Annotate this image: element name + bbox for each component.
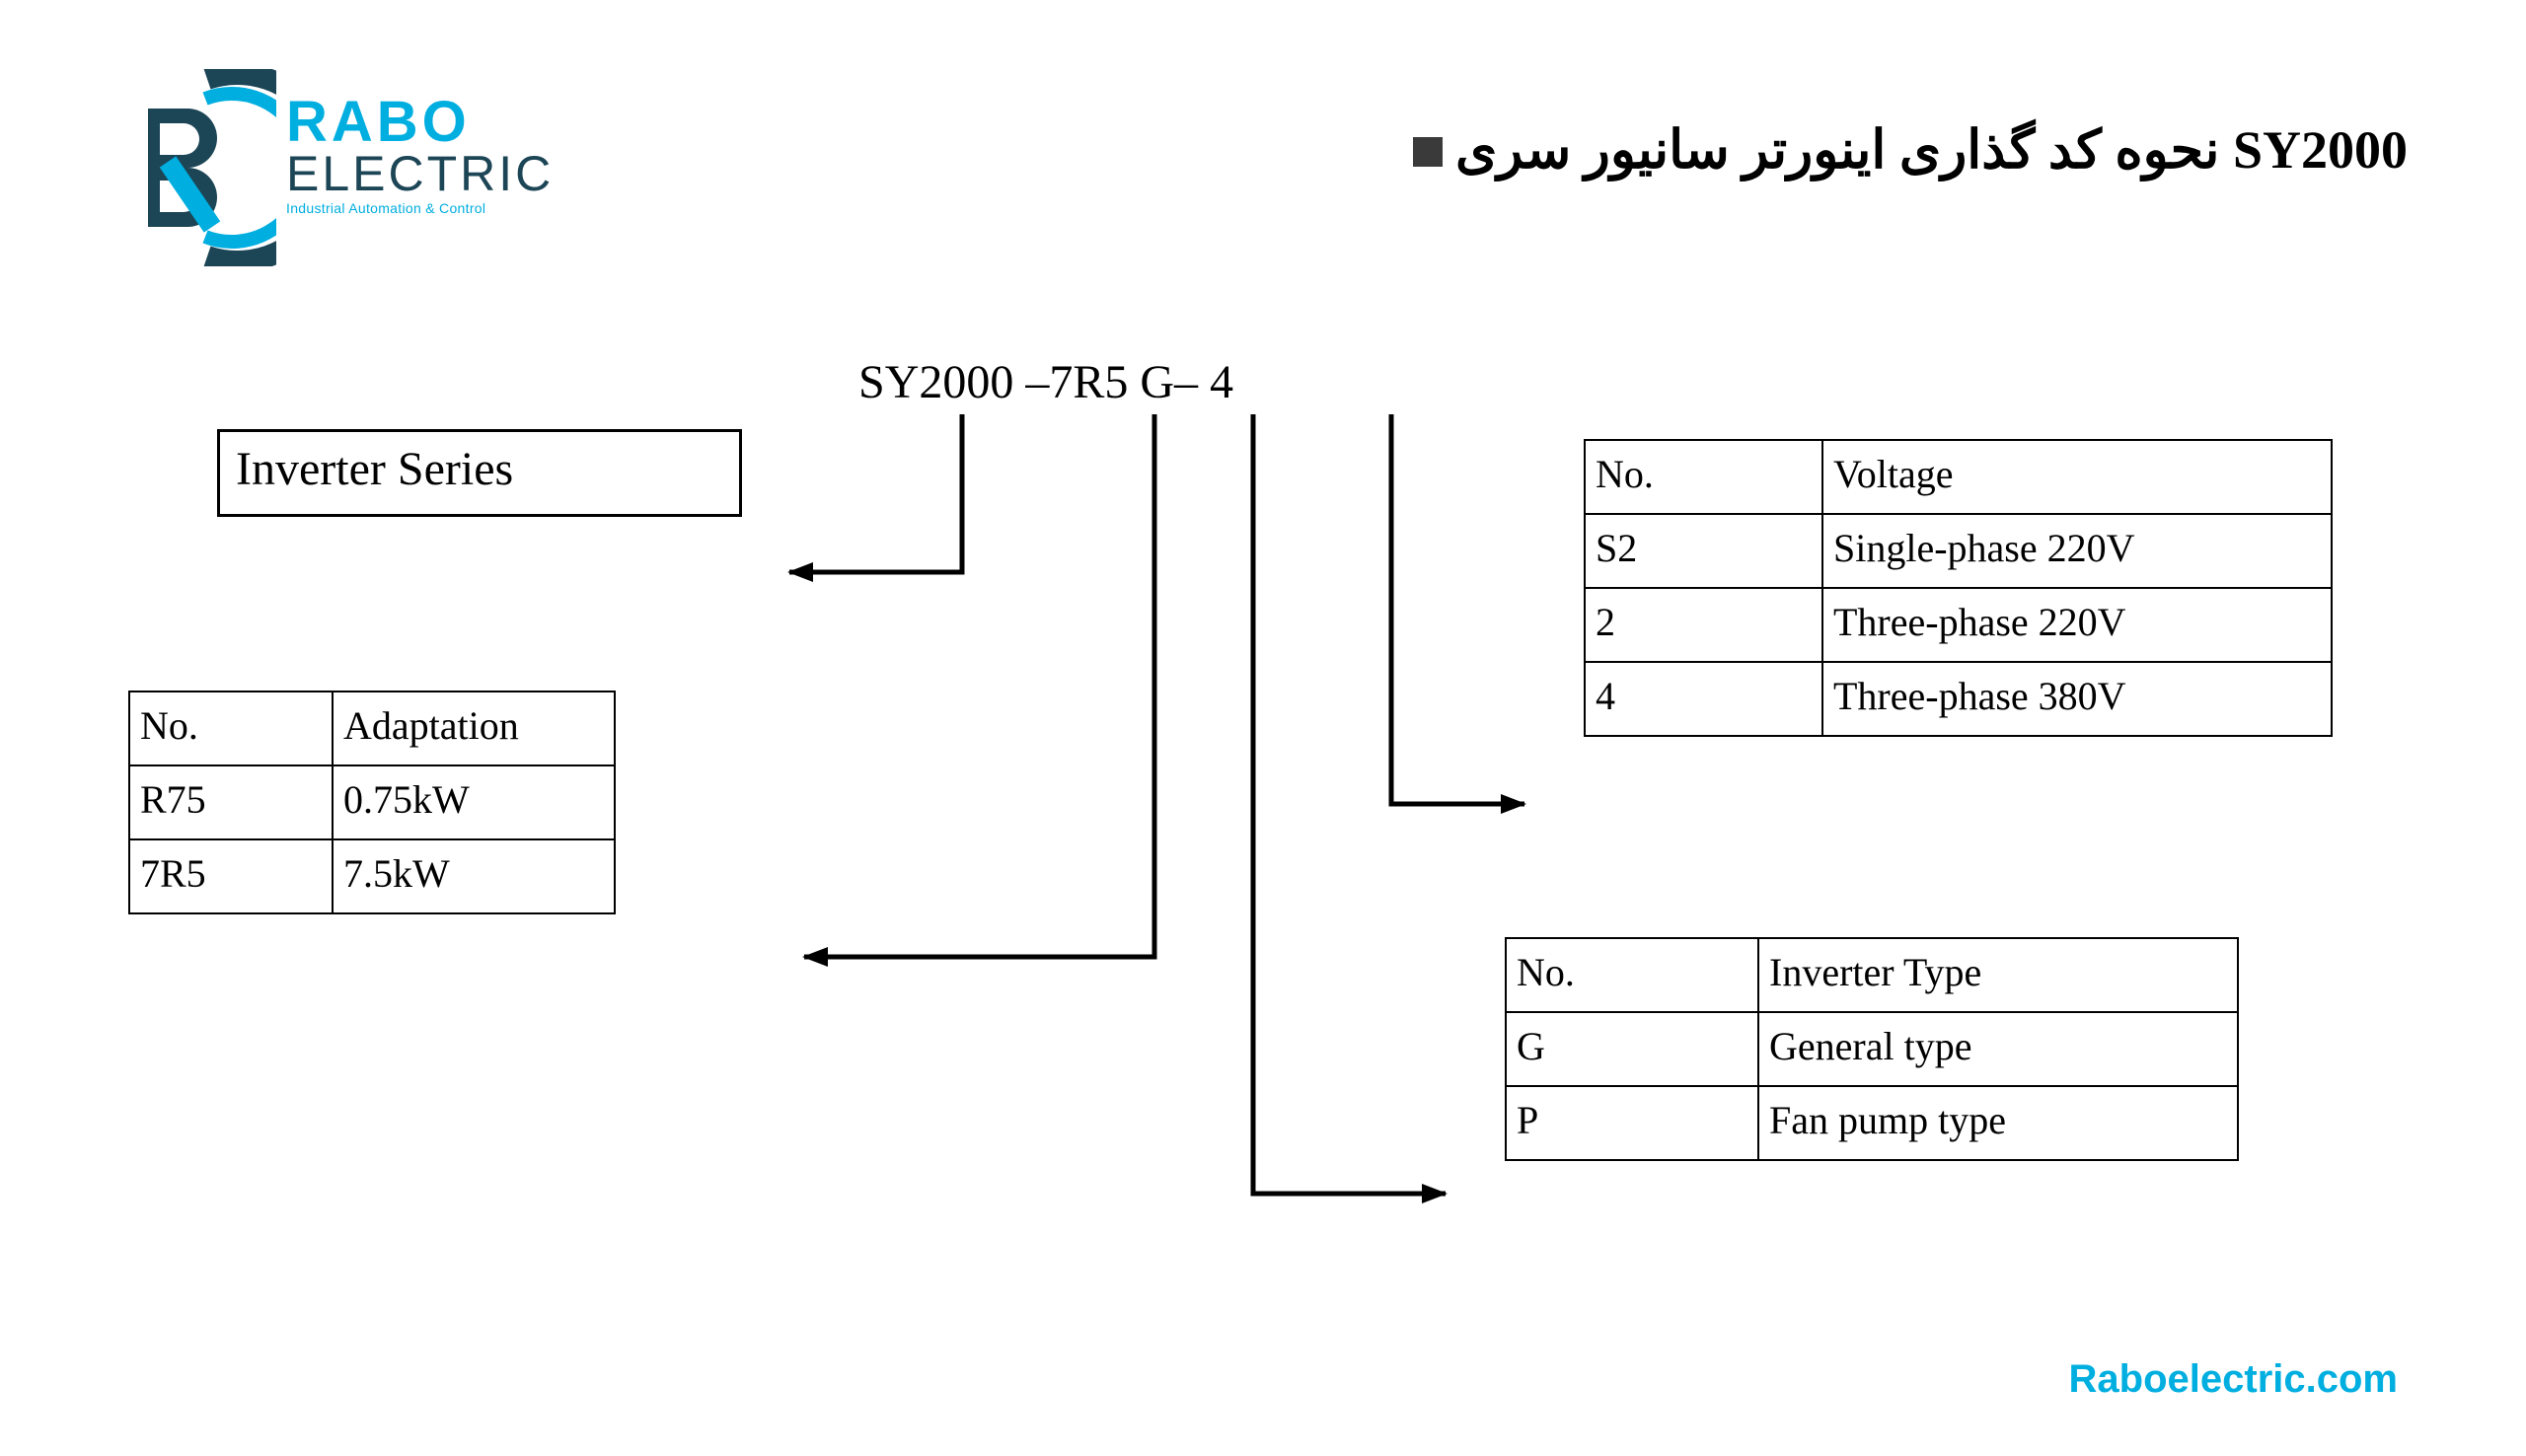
arrow-voltage (1391, 414, 1524, 804)
arrow-series (789, 414, 962, 572)
footer-link[interactable]: Raboelectric.com (2069, 1357, 2398, 1402)
arrows-overlay (0, 0, 2526, 1456)
arrow-power (804, 414, 1154, 957)
